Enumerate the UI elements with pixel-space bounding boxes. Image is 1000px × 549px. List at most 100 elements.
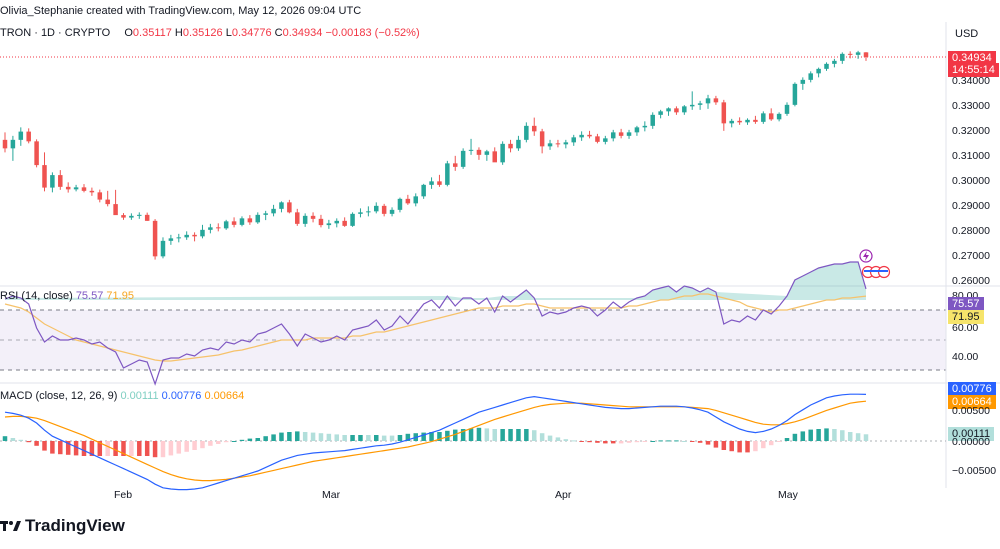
candle-body[interactable] <box>176 237 182 239</box>
candle-body[interactable] <box>737 120 742 123</box>
candle-body[interactable] <box>784 104 790 114</box>
candle-body[interactable] <box>547 143 553 147</box>
candle-body[interactable] <box>658 111 663 115</box>
candle-body[interactable] <box>468 149 474 151</box>
candle-body[interactable] <box>516 139 521 149</box>
candle-body[interactable] <box>58 175 63 187</box>
candle-body[interactable] <box>184 234 189 238</box>
candle-body[interactable] <box>721 102 727 124</box>
candle-body[interactable] <box>389 209 395 214</box>
candle-body[interactable] <box>405 198 411 204</box>
candle-body[interactable] <box>50 175 55 188</box>
candle-body[interactable] <box>610 132 616 139</box>
candle-body[interactable] <box>761 113 766 122</box>
candle-body[interactable] <box>73 187 79 190</box>
candle-body[interactable] <box>800 79 806 84</box>
candle-body[interactable] <box>231 221 237 225</box>
candle-body[interactable] <box>137 214 142 216</box>
candle-body[interactable] <box>271 208 276 214</box>
candle-body[interactable] <box>855 52 861 55</box>
candle-body[interactable] <box>358 212 363 214</box>
candle-body[interactable] <box>295 212 300 224</box>
macd-title[interactable]: MACD (close, 12, 26, 9) <box>0 390 118 402</box>
candle-body[interactable] <box>429 181 434 185</box>
candle-body[interactable] <box>792 83 798 105</box>
candle-body[interactable] <box>500 143 505 163</box>
candle-body[interactable] <box>689 104 695 107</box>
candle-body[interactable] <box>840 53 845 61</box>
candle-body[interactable] <box>524 125 529 140</box>
candle-body[interactable] <box>555 143 561 145</box>
candle-body[interactable] <box>342 220 347 226</box>
candle-body[interactable] <box>263 213 268 215</box>
rsi-title[interactable]: RSI (14, close) <box>0 290 73 302</box>
candle-body[interactable] <box>768 113 774 120</box>
candle-body[interactable] <box>508 143 513 149</box>
candle-body[interactable] <box>200 229 205 237</box>
candle-body[interactable] <box>666 108 671 112</box>
candle-body[interactable] <box>160 240 166 257</box>
candle-body[interactable] <box>808 73 813 80</box>
candle-body[interactable] <box>216 227 221 229</box>
candle-body[interactable] <box>89 190 95 193</box>
candle-body[interactable] <box>476 149 482 155</box>
candle-body[interactable] <box>492 151 497 163</box>
candle-body[interactable] <box>618 132 624 136</box>
candle-body[interactable] <box>192 234 197 237</box>
candle-body[interactable] <box>279 202 284 209</box>
candle-body[interactable] <box>452 163 458 167</box>
candle-body[interactable] <box>863 52 869 58</box>
candle-body[interactable] <box>484 151 490 155</box>
candle-body[interactable] <box>208 227 213 230</box>
candle-body[interactable] <box>824 63 829 69</box>
candle-body[interactable] <box>255 214 261 223</box>
symbol-legend[interactable]: TRON · 1D · CRYPTO O0.35117 H0.35126 L0.… <box>0 27 420 39</box>
candle-body[interactable] <box>129 215 134 218</box>
event-icons[interactable] <box>859 249 891 279</box>
candle-body[interactable] <box>144 214 150 221</box>
candle-body[interactable] <box>595 136 600 142</box>
candle-body[interactable] <box>381 205 387 214</box>
rsi-legend[interactable]: RSI (14, close) 75.57 71.95 <box>0 290 134 302</box>
candle-body[interactable] <box>310 215 316 219</box>
candle-body[interactable] <box>847 53 853 55</box>
macd-legend[interactable]: MACD (close, 12, 26, 9) 0.00111 0.00776 … <box>0 390 244 402</box>
candle-body[interactable] <box>350 213 355 226</box>
candle-body[interactable] <box>34 141 39 166</box>
candle-body[interactable] <box>682 106 687 113</box>
candle-body[interactable] <box>397 198 403 210</box>
candle-body[interactable] <box>247 218 253 223</box>
candle-body[interactable] <box>26 131 31 142</box>
candle-body[interactable] <box>832 60 837 64</box>
candle-body[interactable] <box>587 134 592 137</box>
candle-body[interactable] <box>753 119 758 122</box>
candle-body[interactable] <box>10 139 16 149</box>
candle-body[interactable] <box>287 202 292 213</box>
candle-body[interactable] <box>366 211 371 213</box>
candle-body[interactable] <box>81 187 87 191</box>
candle-body[interactable] <box>326 223 332 226</box>
candle-body[interactable] <box>634 127 640 133</box>
candle-body[interactable] <box>318 218 324 226</box>
candle-body[interactable] <box>302 215 308 224</box>
candle-body[interactable] <box>713 98 719 103</box>
candle-body[interactable] <box>18 131 24 140</box>
candle-body[interactable] <box>413 196 419 204</box>
candle-body[interactable] <box>239 218 245 225</box>
candle-body[interactable] <box>571 137 576 143</box>
candle-body[interactable] <box>626 132 632 136</box>
candle-body[interactable] <box>445 163 450 185</box>
candle-body[interactable] <box>460 150 466 167</box>
candle-body[interactable] <box>65 186 71 190</box>
candle-body[interactable] <box>579 134 584 138</box>
candle-body[interactable] <box>642 125 648 128</box>
candle-body[interactable] <box>105 199 110 205</box>
candle-body[interactable] <box>816 68 821 74</box>
candle-body[interactable] <box>97 192 103 200</box>
candle-body[interactable] <box>421 184 426 197</box>
candle-body[interactable] <box>374 205 379 212</box>
candle-body[interactable] <box>2 139 8 149</box>
candle-body[interactable] <box>745 119 750 123</box>
candle-body[interactable] <box>539 131 545 147</box>
